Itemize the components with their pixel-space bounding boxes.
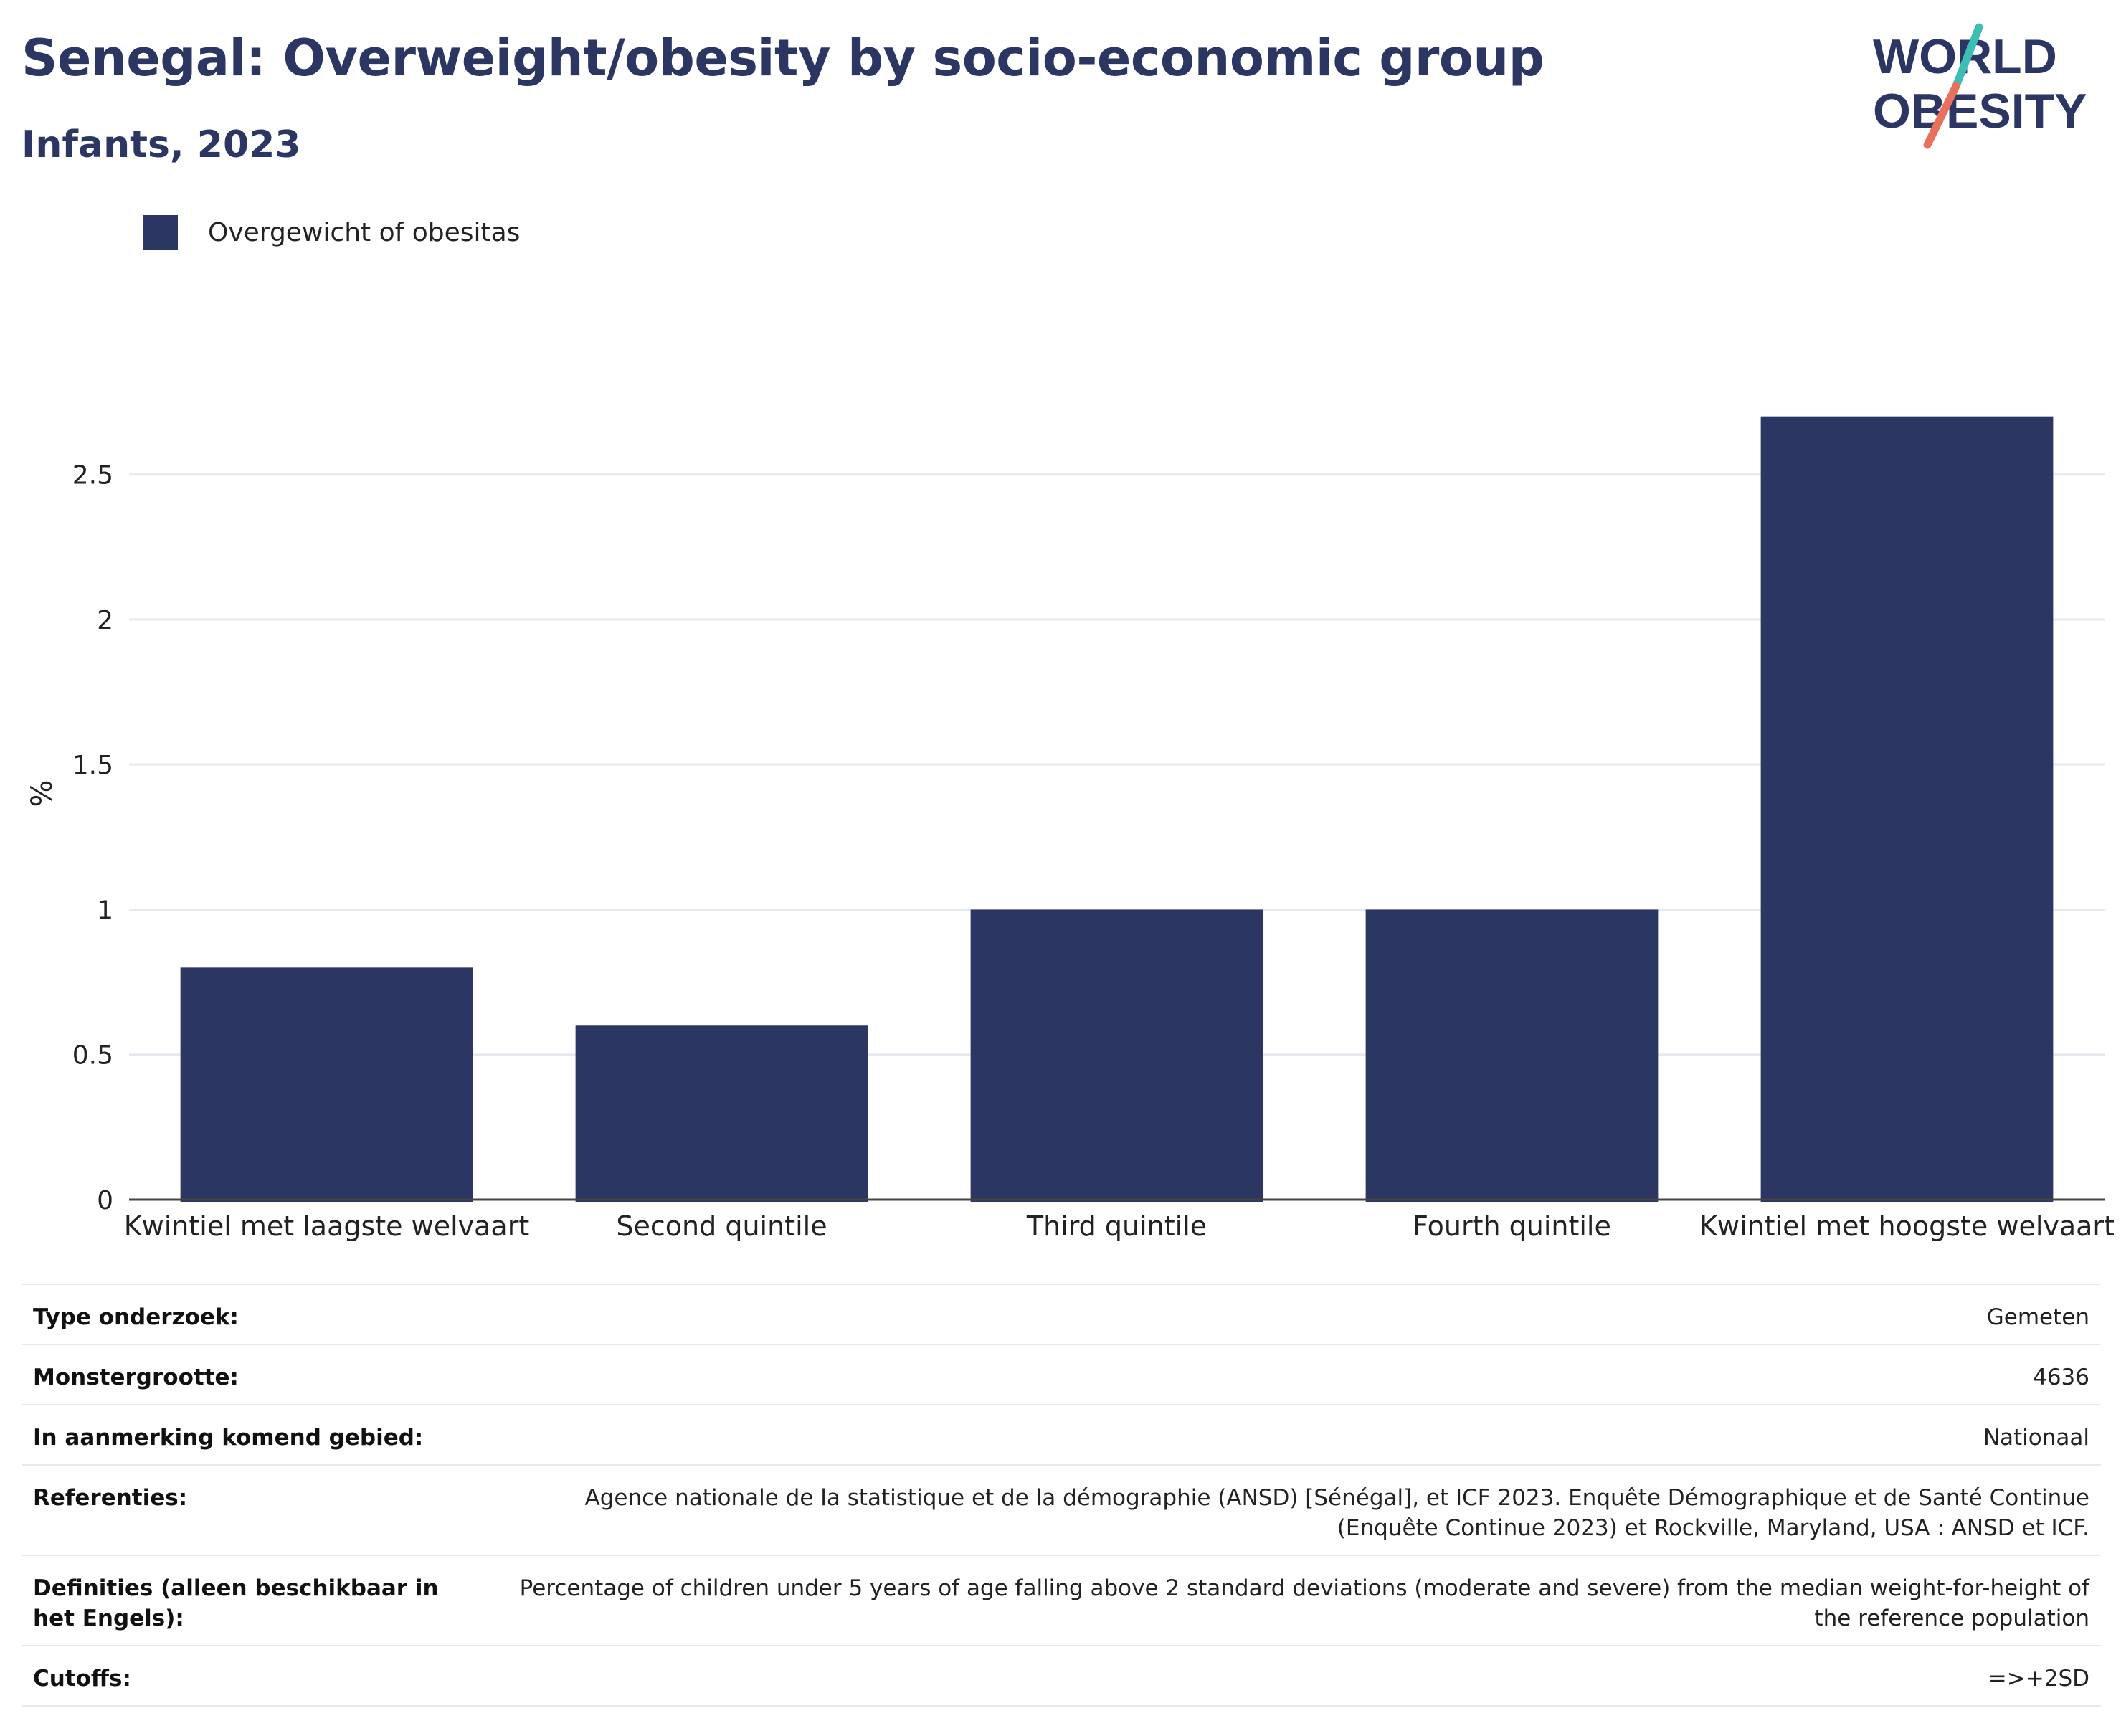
bar[interactable] <box>970 909 1263 1202</box>
info-label: Referenties: <box>22 1464 489 1555</box>
y-tick-label: 0.5 <box>72 1041 113 1071</box>
y-tick-label: 2.5 <box>72 461 113 490</box>
info-label: Monstergrootte: <box>22 1344 489 1405</box>
legend-label: Overgewicht of obesitas <box>208 217 521 247</box>
bar-chart: 0 0.5 1 1.5 2 2.5% Kwintiel met laagste welvaa… <box>26 416 2115 1241</box>
info-row: Definities (alleen beschikbaar in het En… <box>22 1555 2101 1646</box>
y-tick-label: 1 <box>97 896 113 925</box>
info-row: Type onderzoek: Gemeten <box>22 1284 2101 1344</box>
chart-subtitle: Infants, 2023 <box>22 123 301 166</box>
y-tick-label: 1.5 <box>72 751 113 780</box>
logo-slash-coral <box>1923 82 1960 149</box>
info-value: =>+2SD <box>489 1645 2101 1707</box>
info-row: Monstergrootte: 4636 <box>22 1344 2101 1405</box>
chart-legend[interactable]: Overgewicht of obesitas <box>143 215 520 250</box>
info-table: Type onderzoek: Gemeten Monstergrootte: 463… <box>22 1284 2101 1707</box>
x-tick-label: Kwintiel met laagste welvaart <box>124 1210 530 1241</box>
info-value: Agence nationale de la statistique et de… <box>489 1464 2101 1555</box>
x-tick-label: Kwintiel met hoogste welvaart <box>1699 1210 2115 1241</box>
bar[interactable] <box>180 967 473 1202</box>
x-tick-label: Second quintile <box>616 1210 827 1241</box>
info-label: Type onderzoek: <box>22 1284 489 1344</box>
info-row: In aanmerking komend gebied: Nationaal <box>22 1404 2101 1465</box>
info-row: Cutoffs: =>+2SD <box>22 1645 2101 1707</box>
legend-swatch <box>143 215 178 250</box>
info-label: In aanmerking komend gebied: <box>22 1404 489 1465</box>
x-tick-label: Third quintile <box>1026 1210 1207 1241</box>
info-value: 4636 <box>489 1344 2101 1405</box>
info-value: Gemeten <box>489 1284 2101 1344</box>
logo-word-obesity: OBESITY <box>1873 84 2087 138</box>
bar[interactable] <box>1365 909 1659 1202</box>
world-obesity-logo: WORLD OBESITY <box>1873 23 2087 149</box>
info-value: Nationaal <box>489 1404 2101 1465</box>
info-label: Cutoffs: <box>22 1645 489 1707</box>
logo-slash-teal <box>1952 23 1983 90</box>
chart-title: Senegal: Overweight/obesity by socio-eco… <box>22 29 1545 87</box>
bar[interactable] <box>1760 416 2054 1202</box>
x-tick-label: Fourth quintile <box>1413 1210 1611 1241</box>
y-tick-label: 0 <box>97 1186 113 1215</box>
info-label: Definities (alleen beschikbaar in het En… <box>22 1555 489 1646</box>
info-row: Referenties: Agence nationale de la stati… <box>22 1464 2101 1555</box>
y-tick-label: 2 <box>97 606 113 635</box>
y-axis-label: % <box>26 779 59 807</box>
info-value: Percentage of children under 5 years of … <box>489 1555 2101 1646</box>
bar[interactable] <box>575 1025 868 1202</box>
